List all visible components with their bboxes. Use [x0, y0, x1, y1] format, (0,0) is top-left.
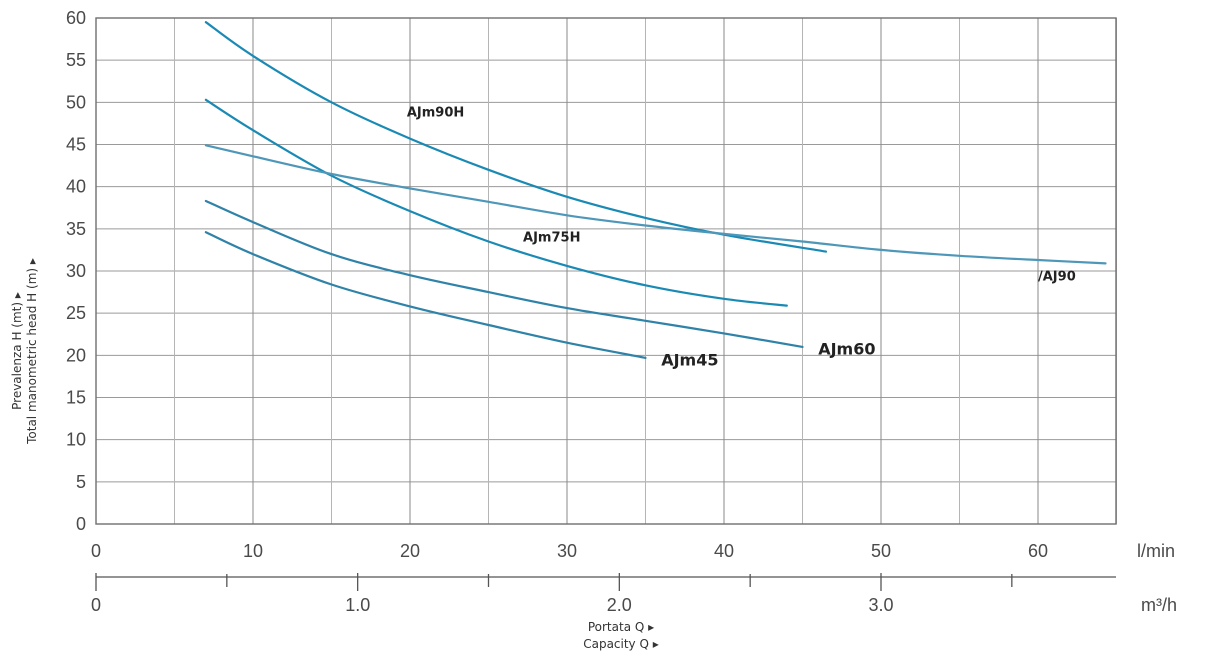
y-tick-label: 0: [76, 514, 86, 534]
x-tick-label: 30: [557, 541, 577, 561]
x2-tick-label: 0: [91, 595, 101, 615]
y-tick-label: 45: [66, 135, 86, 155]
y-tick-label: 5: [76, 472, 86, 492]
series-line-ajm90h: [204, 21, 828, 253]
x-tick-label: 10: [243, 541, 263, 561]
series-labels: AJm90H AJm75H/AJ90 AJm60 AJm45: [407, 106, 1076, 370]
x-unit-secondary: m³/h: [1141, 595, 1177, 615]
y-tick-label: 40: [66, 177, 86, 197]
y-tick-label: 25: [66, 303, 86, 323]
x-axis-secondary: 0 1.0 2.0 3.0: [91, 573, 1116, 615]
y-tick-label: 55: [66, 50, 86, 70]
y-axis-title-line-1: Prevalenza H (mt) ▸: [10, 292, 24, 410]
x-tick-label: 60: [1028, 541, 1048, 561]
y-tick-label: 20: [66, 345, 86, 365]
x-axis-ticks-primary: 0 10 20 30 40 50 60: [91, 541, 1048, 561]
series-label-ajm75h: AJm75H: [523, 230, 580, 245]
x2-tick-label: 1.0: [345, 595, 370, 615]
series-label-ajm90h: AJm90H: [407, 106, 464, 121]
x-axis-title-line-1: Portata Q ▸: [588, 620, 654, 634]
y-tick-label: 30: [66, 261, 86, 281]
y-axis-title-line-2: Total manometric head H (m) ▸: [25, 258, 39, 445]
x-unit-primary: l/min: [1137, 541, 1175, 561]
series-line-ajm75h: [204, 98, 788, 307]
series-label-ajm45: AJm45: [661, 350, 718, 369]
x2-tick-label: 3.0: [868, 595, 893, 615]
grid: [95, 17, 1117, 525]
x-tick-label: 0: [91, 541, 101, 561]
series-label-ajm60: AJm60: [818, 339, 875, 358]
x-tick-label: 20: [400, 541, 420, 561]
y-tick-label: 60: [66, 8, 86, 28]
x-tick-label: 40: [714, 541, 734, 561]
y-axis-ticks: 0 5 10 15 20 25 30 35 40 45 50 55 60: [66, 8, 86, 534]
series-line-ajm60: [204, 199, 804, 348]
series-line-aj90: [204, 144, 1107, 265]
x2-tick-label: 2.0: [607, 595, 632, 615]
series-line-ajm45: [204, 231, 647, 359]
y-tick-label: 15: [66, 388, 86, 408]
y-tick-label: 35: [66, 219, 86, 239]
x-axis-title-line-2: Capacity Q ▸: [583, 637, 659, 651]
plot-frame: [95, 17, 1117, 525]
series-lines: [204, 21, 1107, 359]
y-tick-label: 10: [66, 430, 86, 450]
x-tick-label: 50: [871, 541, 891, 561]
series-label-aj90: /AJ90: [1038, 269, 1076, 284]
y-tick-label: 50: [66, 92, 86, 112]
